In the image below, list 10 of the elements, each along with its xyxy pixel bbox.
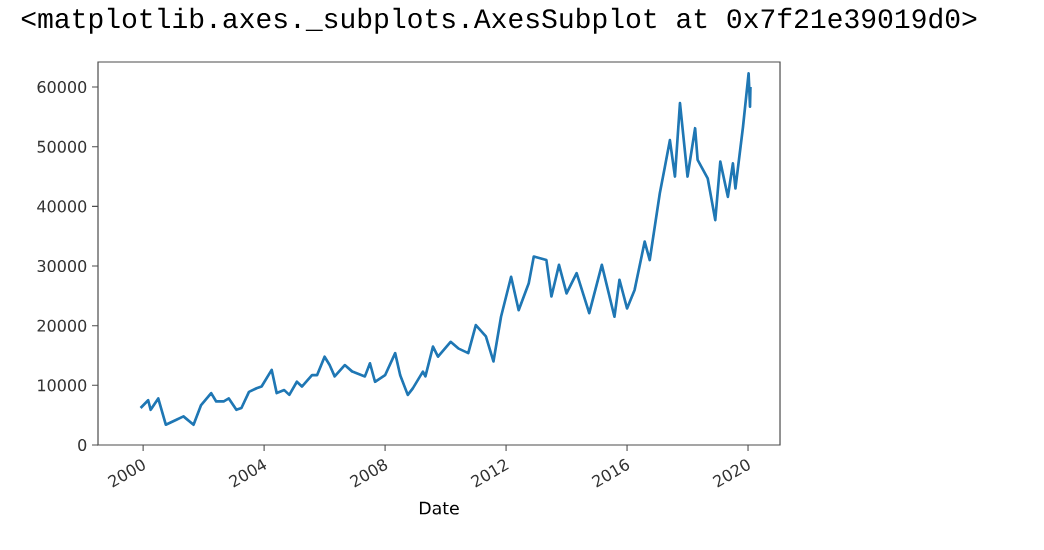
y-tick-label: 20000 [37,319,87,332]
y-tick-label: 60000 [37,81,87,94]
y-tick-label: 0 [78,438,87,452]
y-tick-label: 30000 [37,259,87,273]
y-tick-label: 10000 [38,379,87,392]
x-axis-title: Date [419,501,459,515]
y-tick-label: 40000 [37,200,87,213]
line-series [139,71,752,427]
text: <matplotlib.axes._subplots.AxesSubplot at 0x7f21e39019d0> [21,7,977,34]
y-tick-label: 50000 [37,140,87,153]
